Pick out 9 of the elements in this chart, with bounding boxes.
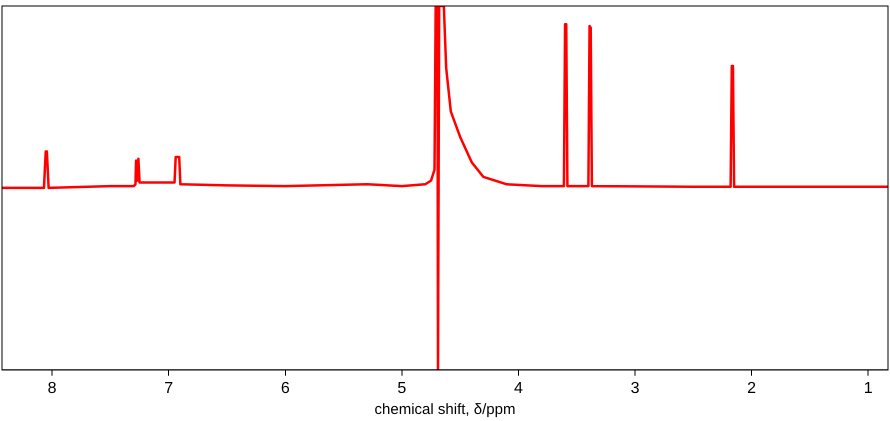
x-tick-label: 2 [747, 380, 756, 397]
x-tick-label: 3 [630, 380, 640, 397]
x-tick-label: 7 [164, 380, 174, 397]
x-tick-label: 6 [280, 380, 290, 397]
x-tick-label: 4 [514, 380, 523, 397]
x-axis-title: chemical shift, δ/ppm [374, 401, 516, 418]
x-tick-label: 8 [48, 380, 57, 397]
x-tick-label: 5 [397, 380, 406, 397]
x-tick-label: 1 [864, 380, 873, 397]
